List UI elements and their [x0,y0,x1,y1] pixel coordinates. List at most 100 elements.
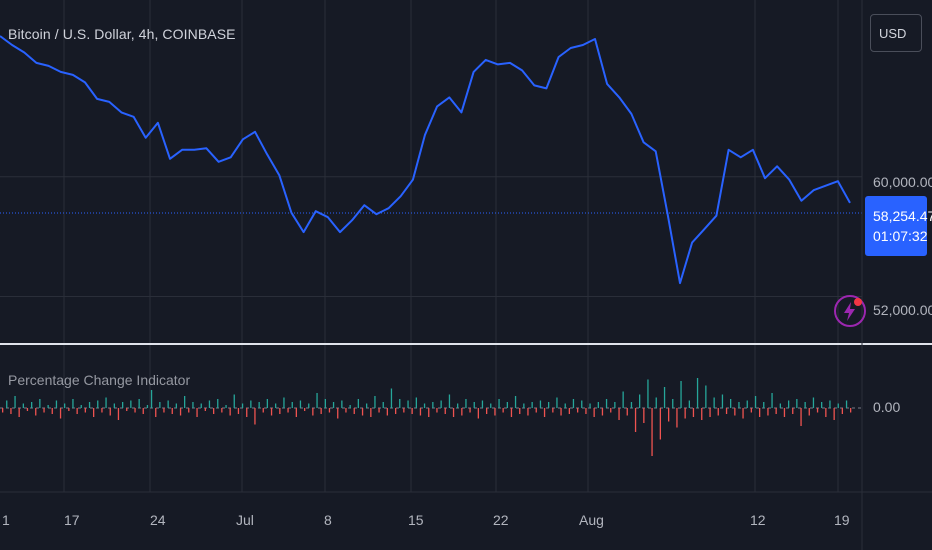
negative-change-bar [196,408,198,417]
positive-change-bar [531,402,533,408]
positive-change-bar [622,391,624,408]
positive-change-bar [146,405,149,408]
negative-change-bar [35,408,37,416]
negative-change-bar [692,408,695,417]
positive-change-bar [6,400,8,408]
negative-change-bar [494,408,496,416]
x-tick-label: 17 [64,512,80,528]
negative-change-bar [701,408,703,420]
positive-change-bar [39,399,41,408]
x-tick-label: Aug [579,512,604,528]
x-tick-label: Jul [236,512,254,528]
positive-change-bar [31,402,33,408]
negative-change-bar [320,408,322,414]
negative-change-bar [163,408,165,413]
negative-change-bar [171,408,173,414]
negative-change-bar [684,408,686,419]
negative-change-bar [270,408,273,416]
x-tick-label: 19 [834,512,850,528]
negative-change-bar [792,408,794,414]
negative-change-bar [759,408,761,417]
negative-change-bar [469,408,471,413]
positive-change-bar [382,402,384,408]
negative-change-bar [262,408,264,413]
currency-button[interactable]: USD [870,14,922,52]
negative-change-bar [519,408,521,414]
positive-change-bar [821,402,823,408]
negative-change-bar [477,408,479,419]
negative-change-bar [254,408,256,425]
negative-change-bar [825,408,827,417]
positive-change-bar [812,397,815,408]
bar-countdown-label: 01:07:32 [873,228,928,244]
negative-change-bar [560,408,562,416]
symbol-title: Bitcoin / U.S. Dollar, 4h, COINBASE [8,26,236,42]
positive-change-bar [241,403,244,408]
negative-change-bar [76,408,78,414]
positive-change-bar [440,400,442,408]
negative-change-bar [833,408,835,420]
positive-change-bar [258,402,260,408]
x-tick-label: 24 [150,512,166,528]
positive-change-bar [324,399,326,408]
negative-change-bar [486,408,488,414]
negative-change-bar [229,408,231,416]
negative-change-bar [850,408,852,413]
positive-change-bar [250,400,252,408]
grid-lines [0,0,862,492]
positive-change-bar [655,397,657,408]
indicator-y-tick-label: 0.00 [873,399,901,415]
positive-change-bar [341,400,343,408]
negative-change-bar [618,408,620,420]
positive-change-bar [564,403,566,408]
positive-change-bar [514,396,517,408]
negative-change-bar [610,408,612,413]
positive-change-bar [200,403,202,408]
positive-change-bar [349,405,351,408]
positive-change-bar [233,394,235,408]
positive-change-bar [663,387,666,408]
last-price-label: 58,254.47 [873,208,932,224]
negative-change-bar [535,408,537,413]
positive-change-bar [55,400,58,408]
negative-change-bar [26,408,29,411]
positive-change-bar [548,402,550,408]
positive-change-bar [788,400,790,408]
negative-change-bar [386,408,388,416]
negative-change-bar [337,408,339,419]
negative-change-bar [543,408,546,417]
positive-change-bar [357,399,359,408]
positive-change-bar [374,396,376,408]
negative-change-bar [411,408,413,414]
negative-change-bar [155,408,157,417]
positive-change-bar [498,399,500,408]
positive-change-bar [639,394,641,408]
positive-change-bar [275,403,277,408]
positive-change-bar [589,403,591,408]
y-tick-label: 52,000.00 [873,302,932,318]
negative-change-bar [361,408,364,416]
negative-change-bar [304,408,306,411]
x-tick-label: 8 [324,512,332,528]
positive-change-bar [80,405,82,408]
positive-change-bar [167,400,169,408]
lightning-bolt-icon[interactable] [833,294,867,328]
negative-change-bar [101,408,103,413]
positive-change-bar [763,402,765,408]
positive-change-bar [738,402,740,408]
negative-change-bar [51,408,53,414]
negative-change-bar [783,408,786,417]
negative-change-bar [10,408,12,414]
positive-change-bar [130,400,132,408]
positive-change-bar [490,403,492,408]
percentage-bars [2,378,852,456]
negative-change-bar [452,408,455,417]
positive-change-bar [225,405,227,408]
positive-change-bar [523,403,525,408]
positive-change-bar [705,385,707,408]
negative-change-bar [328,408,331,413]
negative-change-bar [93,408,95,417]
indicator-title: Percentage Change Indicator [8,372,191,388]
negative-change-bar [419,408,422,416]
